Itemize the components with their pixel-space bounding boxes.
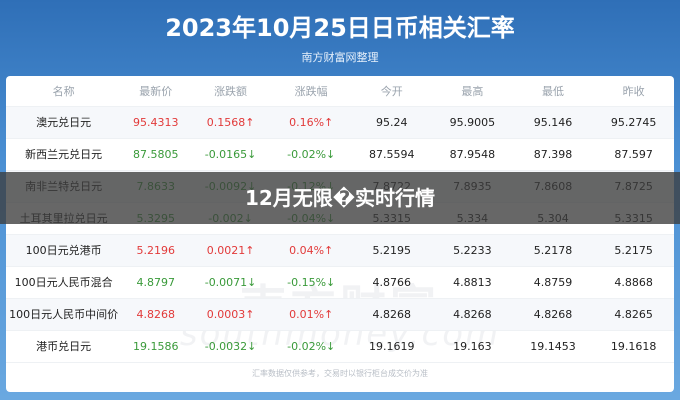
cell-percent: 0.01%↑ — [270, 298, 352, 331]
cell-low: 95.146 — [512, 106, 594, 139]
cell-low: 19.1453 — [512, 330, 594, 363]
table-row: 100日元人民币中间价 4.8268 0.0003↑ 0.01%↑ 4.8268 4.82… — [6, 298, 674, 331]
cell-high: 95.9005 — [432, 106, 513, 139]
cell-name: 澳元兑日元 — [6, 106, 122, 139]
cell-open: 95.24 — [351, 106, 433, 139]
cell-percent: 0.16%↑ — [270, 106, 352, 139]
cell-name: 新西兰元兑日元 — [6, 138, 122, 171]
cell-percent: -0.02%↓ — [270, 138, 352, 171]
table-row: 澳元兑日元 95.4313 0.1568↑ 0.16%↑ 95.24 95.9005 95.… — [6, 106, 674, 139]
table-row: 新西兰元兑日元 87.5805 -0.0165↓ -0.02%↓ 87.5594 87.9… — [6, 138, 674, 171]
column-header-prev-close: 昨收 — [593, 76, 674, 107]
cell-open: 4.8268 — [351, 298, 433, 331]
cell-change: 0.0021↑ — [190, 234, 271, 267]
cell-percent: -0.02%↓ — [270, 330, 352, 363]
cell-prev-close: 95.2745 — [593, 106, 674, 139]
page-subtitle: 南方财富网整理 — [301, 51, 379, 64]
table-header-row: 名称 最新价 涨跌额 涨跌幅 今开 最高 最低 昨收 — [6, 76, 674, 107]
cell-price: 95.4313 — [121, 106, 191, 139]
cell-open: 19.1619 — [351, 330, 433, 363]
cell-open: 4.8766 — [351, 266, 433, 299]
cell-high: 4.8813 — [432, 266, 513, 299]
cell-percent: -0.15%↓ — [270, 266, 352, 299]
cell-price: 87.5805 — [121, 138, 191, 171]
cell-low: 4.8268 — [512, 298, 594, 331]
rates-table-card: 南方财富 southmoney.com 名称 最新价 涨跌额 涨跌幅 今开 最高… — [6, 76, 674, 392]
table-row: 100日元兑港币 5.2196 0.0021↑ 0.04%↑ 5.2195 5.2233 5… — [6, 234, 674, 267]
cell-change: -0.0071↓ — [190, 266, 271, 299]
cell-name: 100日元人民币中间价 — [6, 298, 122, 331]
cell-high: 4.8268 — [432, 298, 513, 331]
column-header-high: 最高 — [432, 76, 513, 107]
cell-change: -0.0032↓ — [190, 330, 271, 363]
cell-low: 87.398 — [512, 138, 594, 171]
column-header-change: 涨跌额 — [190, 76, 271, 107]
cell-name: 港币兑日元 — [6, 330, 122, 363]
cell-low: 5.2178 — [512, 234, 594, 267]
cell-price: 4.8268 — [121, 298, 191, 331]
cell-price: 4.8797 — [121, 266, 191, 299]
cell-price: 5.2196 — [121, 234, 191, 267]
cell-change: -0.0165↓ — [190, 138, 271, 171]
cell-open: 87.5594 — [351, 138, 433, 171]
footer-disclaimer: 汇率数据仅供参考，交易时以银行柜台成交价为准 — [252, 369, 428, 378]
cell-high: 87.9548 — [432, 138, 513, 171]
cell-price: 19.1586 — [121, 330, 191, 363]
overlay-banner: 12月无限�实时行情 — [0, 172, 680, 224]
cell-change: 0.1568↑ — [190, 106, 271, 139]
cell-high: 5.2233 — [432, 234, 513, 267]
cell-high: 19.163 — [432, 330, 513, 363]
cell-prev-close: 4.8868 — [593, 266, 674, 299]
column-header-open: 今开 — [351, 76, 433, 107]
cell-prev-close: 4.8265 — [593, 298, 674, 331]
table-row: 100日元人民币混合 4.8797 -0.0071↓ -0.15%↓ 4.8766 4.8… — [6, 266, 674, 299]
cell-low: 4.8759 — [512, 266, 594, 299]
cell-name: 100日元人民币混合 — [6, 266, 122, 299]
page-title: 2023年10月25日日币相关汇率 — [165, 14, 515, 42]
table-row: 港币兑日元 19.1586 -0.0032↓ -0.02%↓ 19.1619 19.163… — [6, 330, 674, 363]
column-header-low: 最低 — [512, 76, 594, 107]
cell-prev-close: 5.2175 — [593, 234, 674, 267]
cell-prev-close: 87.597 — [593, 138, 674, 171]
cell-prev-close: 19.1618 — [593, 330, 674, 363]
banner-text: 12月无限�实时行情 — [244, 186, 436, 210]
cell-open: 5.2195 — [351, 234, 433, 267]
column-header-price: 最新价 — [121, 76, 191, 107]
cell-change: 0.0003↑ — [190, 298, 271, 331]
column-header-percent: 涨跌幅 — [270, 76, 352, 107]
column-header-name: 名称 — [6, 76, 122, 107]
cell-name: 100日元兑港币 — [6, 234, 122, 267]
cell-percent: 0.04%↑ — [270, 234, 352, 267]
